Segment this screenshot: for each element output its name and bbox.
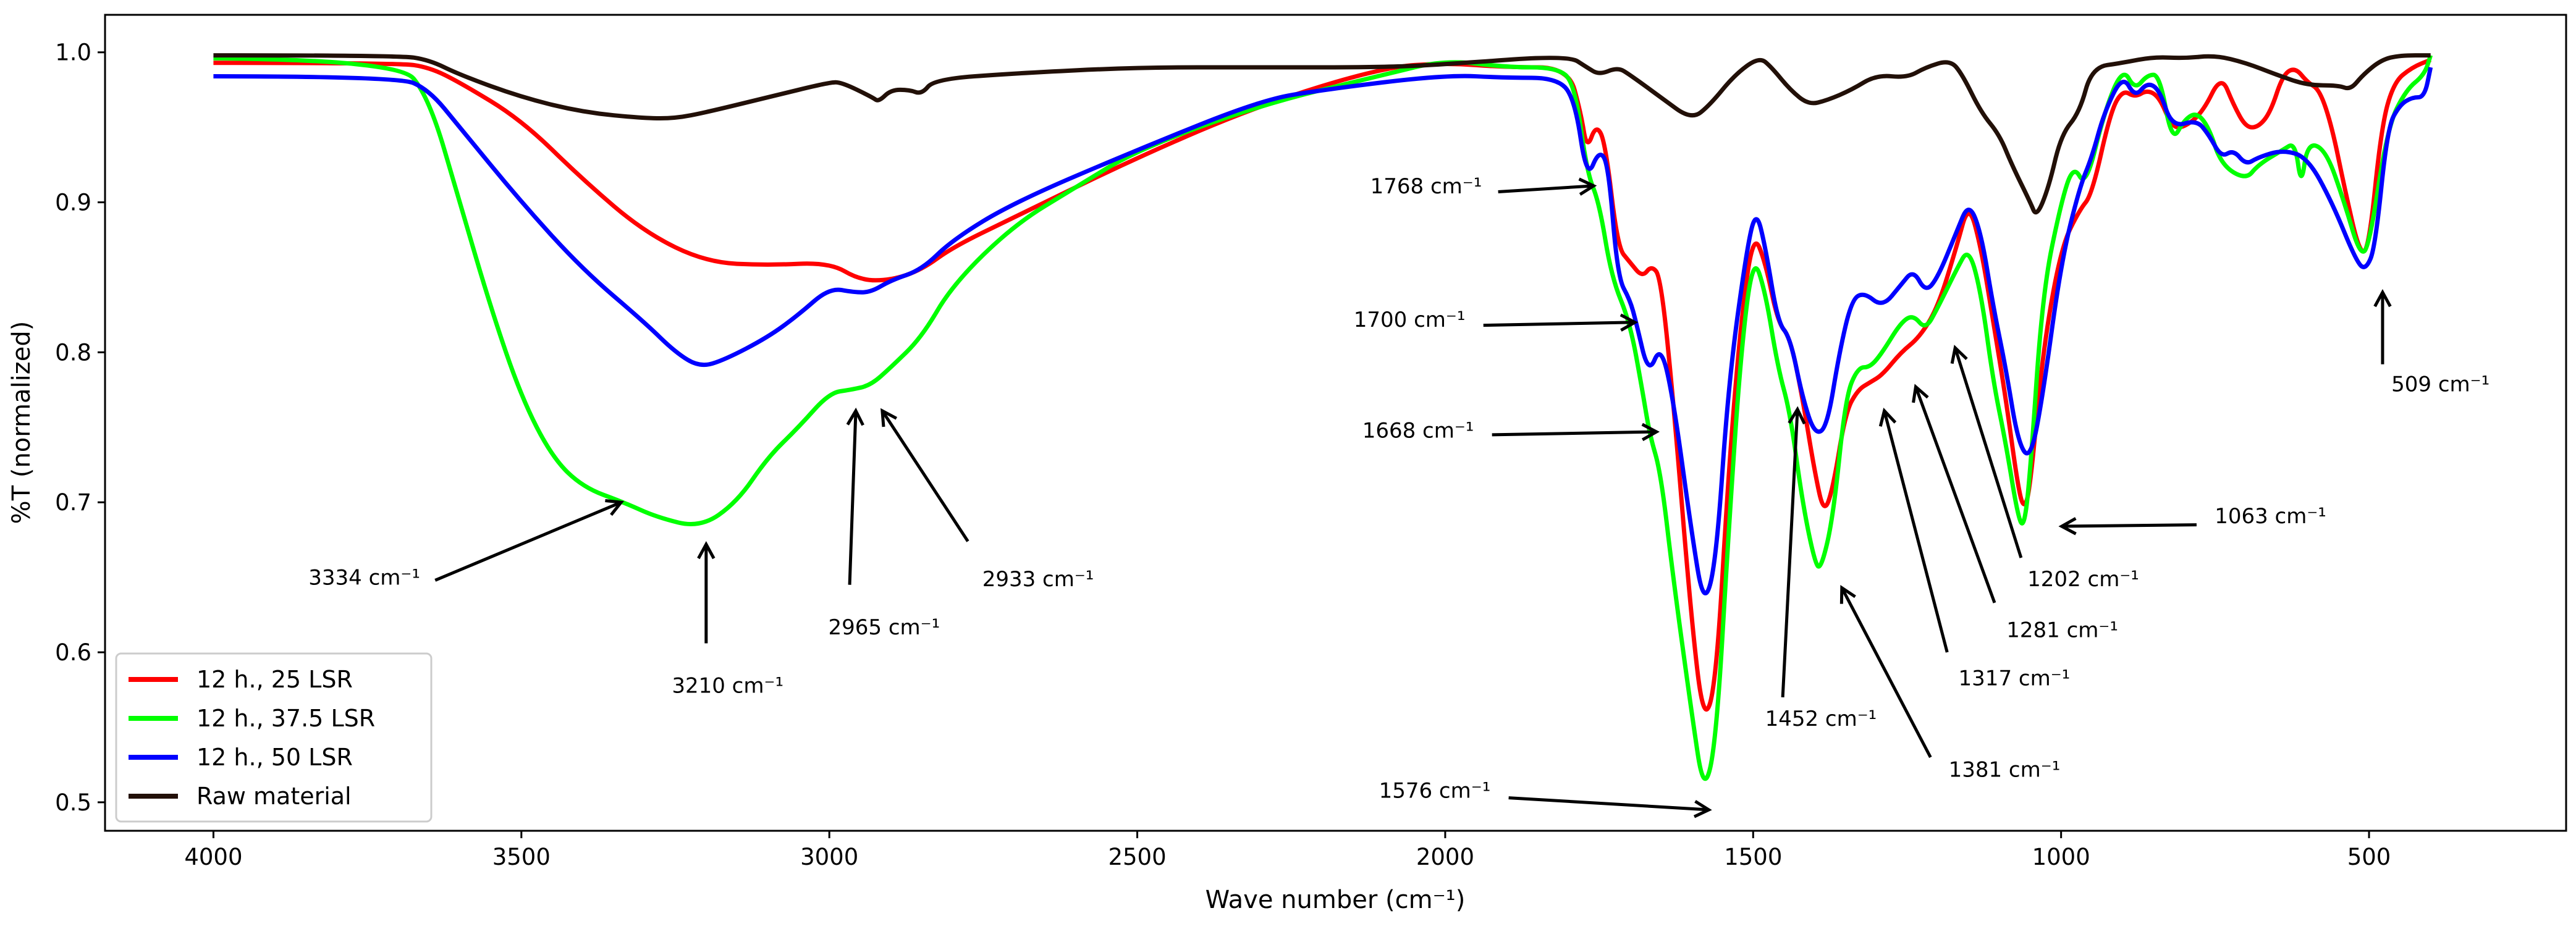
y-axis: 0.5 0.6 0.7 0.8 0.9 1.0	[55, 40, 105, 816]
annotation-label: 3210 cm⁻¹	[672, 673, 783, 698]
y-tick-label: 0.9	[55, 190, 91, 216]
arrow-head-icon	[880, 408, 898, 427]
x-tick-label: 3500	[492, 844, 551, 870]
arrow-head-icon	[2373, 289, 2392, 308]
annotation-label: 1063 cm⁻¹	[2215, 504, 2326, 529]
arrow-head-icon	[1693, 800, 1712, 818]
annotation-label: 2933 cm⁻¹	[982, 567, 1094, 592]
annotation-arrow	[1492, 430, 1657, 437]
annotation-label: 1768 cm⁻¹	[1370, 174, 1482, 199]
x-tick-label: 1500	[1724, 844, 1782, 870]
series-layer	[213, 53, 2433, 781]
y-tick-label: 0.6	[55, 639, 91, 666]
annotation-arrow	[1781, 409, 1799, 698]
arrow-head-icon	[1641, 422, 1660, 442]
x-axis-label: Wave number (cm⁻¹)	[1206, 886, 1466, 914]
x-tick-label: 2000	[1416, 844, 1474, 870]
legend-label: 12 h., 25 LSR	[196, 666, 353, 693]
annotation-layer: 3334 cm⁻¹ 3210 cm⁻¹ 2965 cm⁻¹ 2933 cm⁻¹ 1768…	[308, 174, 2489, 818]
x-tick-label: 500	[2347, 844, 2391, 870]
annotation-arrow	[1508, 796, 1709, 812]
y-tick-label: 0.5	[55, 789, 91, 816]
annotation-arrow	[1953, 347, 2023, 558]
y-tick-label: 0.8	[55, 339, 91, 366]
x-tick-label: 4000	[184, 844, 242, 870]
arrow-head-icon	[846, 407, 864, 426]
series-line-1	[213, 54, 2433, 781]
arrow-head-icon	[2058, 517, 2077, 536]
annotation-label: 1576 cm⁻¹	[1379, 778, 1491, 803]
series-line-3	[213, 53, 2431, 215]
annotation-label: 1452 cm⁻¹	[1765, 707, 1877, 731]
legend-label: 12 h., 50 LSR	[196, 744, 353, 771]
plot-frame	[104, 14, 2567, 832]
arrow-head-icon	[1878, 408, 1897, 427]
series-line-0	[213, 57, 2432, 712]
x-tick-label: 1000	[2032, 844, 2090, 870]
annotation-arrow	[880, 410, 969, 542]
annotation-label: 2965 cm⁻¹	[829, 615, 940, 640]
x-axis: 4000 3500 3000 2500 2000 1500 1000 500	[184, 831, 2391, 870]
arrow-head-icon	[697, 540, 716, 560]
annotation-label: 1668 cm⁻¹	[1362, 419, 1474, 443]
arrow-head-icon	[605, 499, 625, 516]
annotation-arrow	[1483, 321, 1635, 327]
arrow-head-icon	[1788, 406, 1806, 425]
annotation-label: 3334 cm⁻¹	[308, 566, 420, 591]
annotation-arrow	[434, 500, 622, 582]
legend-box	[115, 652, 433, 823]
annotation-label: 1281 cm⁻¹	[2006, 618, 2118, 643]
annotation-label: 1317 cm⁻¹	[1959, 666, 2071, 691]
legend-label: 12 h., 37.5 LSR	[196, 705, 375, 732]
annotation-arrow	[1840, 587, 1932, 759]
annotation-label: 509 cm⁻¹	[2391, 372, 2489, 397]
legend-label: Raw material	[196, 783, 352, 810]
arrow-head-icon	[1950, 345, 1968, 364]
series-line-2	[213, 67, 2433, 595]
annotation-arrow	[2061, 523, 2197, 528]
annotation-arrow	[848, 410, 858, 585]
annotation-label: 1381 cm⁻¹	[1949, 757, 2061, 782]
annotation-label: 1202 cm⁻¹	[2027, 567, 2139, 592]
annotation-label: 1700 cm⁻¹	[1354, 308, 1466, 332]
y-tick-label: 0.7	[55, 489, 91, 516]
annotation-arrow	[1883, 410, 1949, 653]
y-tick-label: 1.0	[55, 40, 91, 66]
legend: 12 h., 25 LSR 12 h., 37.5 LSR 12 h., 50 LS…	[115, 652, 433, 823]
y-axis-label: %T (normalized)	[7, 321, 36, 524]
arrow-head-icon	[1620, 313, 1639, 332]
arrow-head-icon	[1912, 384, 1929, 403]
arrow-head-icon	[1839, 584, 1856, 604]
annotation-arrow	[1498, 184, 1594, 194]
arrow-head-icon	[1578, 177, 1597, 196]
x-tick-label: 2500	[1108, 844, 1166, 870]
annotation-arrow	[1914, 386, 1996, 603]
x-tick-label: 3000	[800, 844, 858, 870]
